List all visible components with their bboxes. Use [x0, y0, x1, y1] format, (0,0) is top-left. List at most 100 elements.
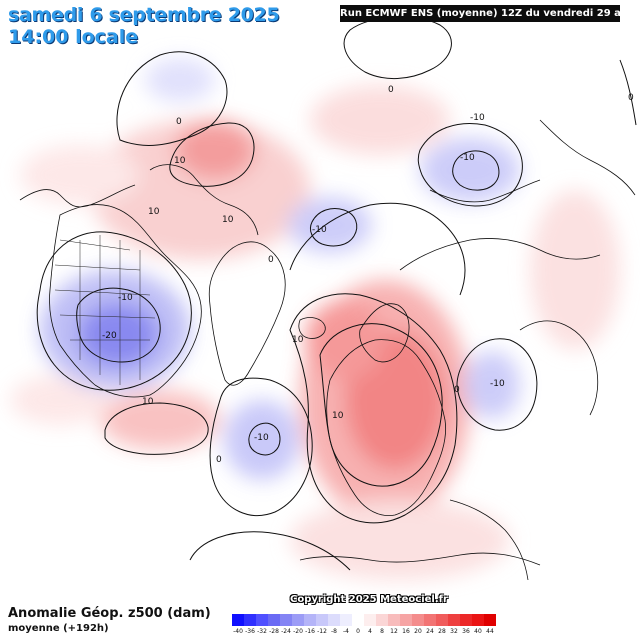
positive-anomaly-east-siberia: [310, 85, 450, 155]
color-scale-label: -20: [293, 628, 303, 635]
positive-anomaly-asia: [530, 190, 620, 350]
color-scale-label: 32: [450, 628, 458, 635]
positive-anomaly-east-pacific: [10, 375, 110, 425]
zero-contour-north-america: [36, 231, 192, 391]
color-scale-cell: [328, 614, 340, 626]
coast-alaska: [19, 184, 136, 208]
color-scale-cell: [316, 614, 328, 626]
positive-anomaly-north-pacific: [20, 145, 140, 205]
color-scale-label: -24: [281, 628, 291, 635]
color-scale-label: -4: [343, 628, 349, 635]
coast-iceland: [298, 317, 326, 339]
color-scale-label: -36: [245, 628, 255, 635]
contour-minus10-na: [76, 287, 161, 363]
contour-plus10-pacific: [104, 402, 209, 455]
color-scale-label: 24: [426, 628, 434, 635]
color-scale-cell: [472, 614, 484, 626]
state-borders: [54, 235, 156, 385]
color-scale-cell: [460, 614, 472, 626]
color-scale-label: 8: [380, 628, 384, 635]
color-scale-cell: [412, 614, 424, 626]
positive-anomaly-pacific-south: [100, 390, 220, 450]
color-scale-labels: -40 -36 -32 -28 -24 -20 -16 -12 -8 -4 0 4 8 12 16 20 24 2…: [232, 628, 496, 638]
forecast-time-title: 14:00 locale: [8, 26, 139, 48]
zero-contour-atlantic: [209, 377, 313, 516]
contour-minus10-atlantic: [248, 422, 281, 456]
coast-asia-north: [399, 238, 601, 271]
color-scale-cell: [268, 614, 280, 626]
color-scale-cell: [292, 614, 304, 626]
color-scale-cell: [340, 614, 352, 626]
contour-label: 10: [332, 411, 344, 421]
color-scale-cell: [364, 614, 376, 626]
color-scale-label: -16: [305, 628, 315, 635]
color-scale-cell: [256, 614, 268, 626]
color-scale-cell: [376, 614, 388, 626]
contour-label: -10: [470, 113, 485, 123]
contour-label: -10: [312, 225, 327, 235]
zero-contour-central: [289, 202, 466, 296]
color-scale-label: 40: [474, 628, 482, 635]
zero-contour-europe: [289, 293, 458, 524]
coast-asia-east: [539, 119, 636, 196]
color-scale-cell: [448, 614, 460, 626]
positive-anomaly-atlantic-east: [305, 300, 385, 380]
forecast-date-title: samedi 6 septembre 2025: [8, 4, 280, 26]
contour-label: 10: [142, 397, 154, 407]
color-scale-cell: [232, 614, 244, 626]
contour-minus10-greenland: [309, 208, 358, 247]
zero-contour-east: [619, 59, 637, 126]
contour-plus10-canada: [169, 122, 255, 187]
contour-label: 10: [222, 215, 234, 225]
coast-africa: [299, 552, 541, 566]
zero-contour-arctic-east: [343, 16, 452, 80]
color-scale-cell: [280, 614, 292, 626]
color-scale-cell: [388, 614, 400, 626]
color-scale-label: 16: [402, 628, 410, 635]
color-scale-label: 20: [414, 628, 422, 635]
color-scale-cell: [244, 614, 256, 626]
coast-east-asia: [519, 320, 599, 416]
color-scale: [232, 614, 496, 626]
contour-label: 10: [292, 335, 304, 345]
anomaly-shading: [10, 58, 620, 580]
contour-label: 0: [628, 93, 634, 103]
contour-label: 0: [176, 117, 182, 127]
color-scale-label: -8: [331, 628, 337, 635]
contour-label: -10: [490, 379, 505, 389]
contour-labels: 0 0 0 10 10 10 -10 -10 -20 -10 -10 -10 1…: [102, 85, 634, 465]
contour-label: 0: [454, 385, 460, 395]
coast-canada-arctic: [149, 164, 259, 236]
contour-label: 0: [268, 255, 274, 265]
coast-europe: [326, 339, 447, 517]
negative-anomaly-north-america-core: [78, 303, 158, 367]
contour-plus10-europe: [319, 323, 443, 487]
color-scale-cell: [352, 614, 364, 626]
contour-label: 0: [216, 455, 222, 465]
coast-north-america: [49, 204, 202, 398]
map-title: Anomalie Géop. z500 (dam): [8, 606, 211, 621]
positive-anomaly-canada-core: [175, 120, 255, 180]
contour-label: 10: [174, 156, 186, 166]
color-scale-label: 12: [390, 628, 398, 635]
contour-label: 10: [148, 207, 160, 217]
map-subtitle: moyenne (+192h): [8, 623, 109, 634]
copyright-text: Copyright 2025 Meteociel.fr: [290, 594, 448, 605]
color-scale-label: 44: [486, 628, 494, 635]
contour-label: -10: [254, 433, 269, 443]
color-scale-label: 36: [462, 628, 470, 635]
color-scale-cell: [436, 614, 448, 626]
ten-contours: [76, 122, 500, 487]
zero-contour-pacific: [116, 51, 228, 146]
coastlines: [19, 119, 636, 581]
negative-anomaly-siberia: [420, 138, 520, 202]
color-scale-label: -40: [233, 628, 243, 635]
color-scale-label: 28: [438, 628, 446, 635]
negative-anomaly-central-asia: [464, 351, 520, 419]
coast-middle-east: [449, 499, 529, 581]
color-scale-cell: [400, 614, 412, 626]
coast-greenland: [208, 241, 286, 386]
zero-contour-asia: [456, 338, 538, 431]
zero-contour-southwest: [189, 531, 351, 571]
